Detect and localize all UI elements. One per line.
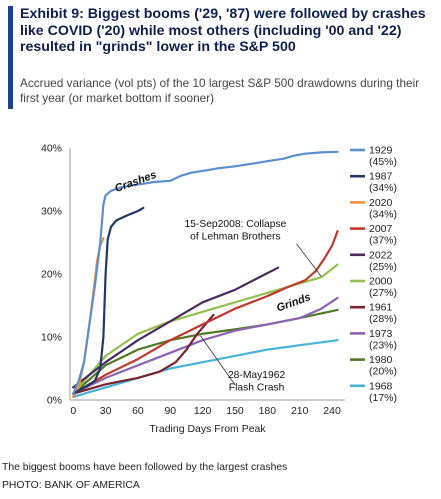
x-tick-label: 180 [259, 405, 277, 417]
legend-label-2000: 2000 [369, 276, 393, 288]
legend-pct-1980: (20%) [369, 366, 397, 378]
y-tick-label: 10% [41, 332, 62, 344]
legend-label-1961: 1961 [369, 302, 393, 314]
legend-pct-2000: (27%) [369, 287, 397, 299]
x-tick-label: 0 [70, 405, 76, 417]
x-tick-label: 210 [291, 405, 309, 417]
x-tick-label: 90 [164, 405, 176, 417]
legend-label-2007: 2007 [369, 223, 393, 235]
legend-label-1973: 1973 [369, 328, 393, 340]
annotation-flash-line1: 28-May1962 [228, 370, 286, 381]
legend-label-1929: 1929 [369, 145, 393, 157]
x-tick-label: 150 [226, 405, 244, 417]
series-line-2022 [72, 266, 280, 389]
legend-pct-1968: (17%) [369, 392, 397, 404]
y-tick-label: 0% [47, 395, 62, 407]
chart-title: Exhibit 9: Biggest booms ('29, '87) were… [20, 6, 426, 56]
series-line-1973 [72, 296, 339, 395]
chart-subtitle: Accrued variance (vol pts) of the 10 lar… [20, 76, 420, 105]
legend-label-1987: 1987 [369, 171, 393, 183]
annotation-lehman-line1: 15-Sep2008: Collapse [184, 219, 286, 230]
exhibit-header: Exhibit 9: Biggest booms ('29, '87) were… [8, 6, 434, 111]
legend-pct-1929: (45%) [369, 156, 397, 168]
legend-label-2020: 2020 [369, 197, 393, 209]
x-tick-label: 60 [132, 405, 144, 417]
series-line-2007 [72, 230, 339, 395]
series-line-1961 [72, 313, 215, 395]
legend-pct-1987: (34%) [369, 182, 397, 194]
legend-pct-1973: (23%) [369, 339, 397, 351]
annotation-crashes: Crashes [113, 169, 158, 195]
x-axis-label: Trading Days From Peak [149, 423, 266, 435]
photo-credit: PHOTO: BANK OF AMERICA [2, 480, 140, 491]
series-line-1987 [72, 206, 145, 395]
series-line-1968 [72, 339, 339, 398]
image-caption: The biggest booms have been followed by … [2, 462, 288, 473]
x-tick-label: 120 [194, 405, 212, 417]
y-tick-label: 30% [41, 206, 62, 218]
legend-label-2022: 2022 [369, 249, 393, 261]
series-line-1929 [72, 150, 339, 395]
legend-pct-1961: (28%) [369, 313, 397, 325]
lehman-pointer-line [296, 243, 322, 277]
x-tick-label: 240 [323, 405, 341, 417]
legend-label-1980: 1980 [369, 354, 393, 366]
annotation-grinds: Grinds [275, 291, 312, 314]
line-chart: 0% 10% 20% 30% 40% 0 30 60 90 120 150 180 210 240 Trad… [41, 143, 397, 436]
legend-pct-2022: (25%) [369, 261, 397, 273]
legend-label-1968: 1968 [369, 380, 393, 392]
flash-crash-pointer-line [200, 335, 236, 386]
accent-bar [8, 6, 13, 109]
annotation-lehman-line2: of Lehman Brothers [190, 231, 280, 242]
x-tick-label: 30 [100, 405, 112, 417]
y-tick-label: 20% [41, 269, 62, 281]
legend-pct-2020: (34%) [369, 208, 397, 220]
annotation-flash-line2: Flash Crash [229, 383, 285, 394]
y-tick-label: 40% [41, 143, 62, 155]
legend-pct-2007: (37%) [369, 235, 397, 247]
